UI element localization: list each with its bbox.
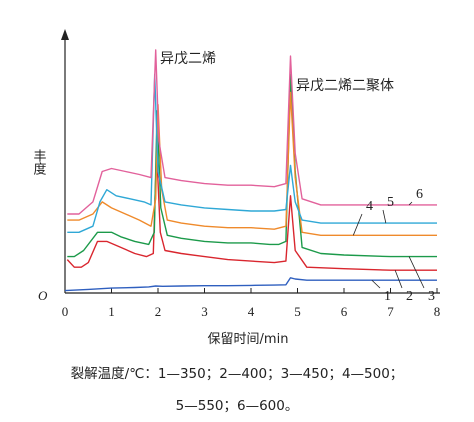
series-leader-line <box>371 279 381 289</box>
series-label-3: 3 <box>428 289 435 304</box>
series-line-5 <box>67 73 437 233</box>
origin-label: O <box>38 288 48 303</box>
x-tick-label: 0 <box>62 304 69 319</box>
x-tick-label: 5 <box>294 304 301 319</box>
series-layer <box>64 49 437 292</box>
x-axis-title: 保留时间/min <box>208 332 289 347</box>
series-leader-line <box>352 213 363 236</box>
x-tick-label: 6 <box>341 304 348 319</box>
series-label-1: 1 <box>384 289 391 304</box>
peak-annotation: 异戊二烯 <box>160 51 216 67</box>
caption-line-2: 5—550；6—600。 <box>175 398 299 414</box>
caption-line-1: 裂解温度/℃：1—350；2—400；3—450；4—500； <box>70 366 404 382</box>
axes <box>61 29 440 294</box>
peak-annotation: 异戊二烯二聚体 <box>296 78 394 94</box>
x-tick-label: 3 <box>201 304 208 319</box>
series-leader-line <box>382 209 387 224</box>
series-label-4: 4 <box>366 199 373 214</box>
series-line-3 <box>67 73 437 258</box>
series-label-5: 5 <box>387 195 394 210</box>
y-axis-title: 丰度 <box>31 149 47 175</box>
series-leader-line <box>408 256 425 289</box>
y-axis-arrow <box>61 29 69 40</box>
x-tick-label: 4 <box>248 304 255 319</box>
series-line-2 <box>66 149 437 271</box>
x-tick-label: 7 <box>387 304 394 319</box>
series-line-4 <box>67 91 437 236</box>
series-leader-line <box>408 201 413 206</box>
series-line-1 <box>64 277 437 292</box>
x-tick-label: 1 <box>108 304 115 319</box>
series-label-2: 2 <box>406 289 413 304</box>
series-leader-line <box>394 270 403 289</box>
x-tick-label: 8 <box>434 304 441 319</box>
series-label-6: 6 <box>416 187 423 202</box>
x-tick-label: 2 <box>155 304 162 319</box>
series-line-6 <box>67 49 437 215</box>
